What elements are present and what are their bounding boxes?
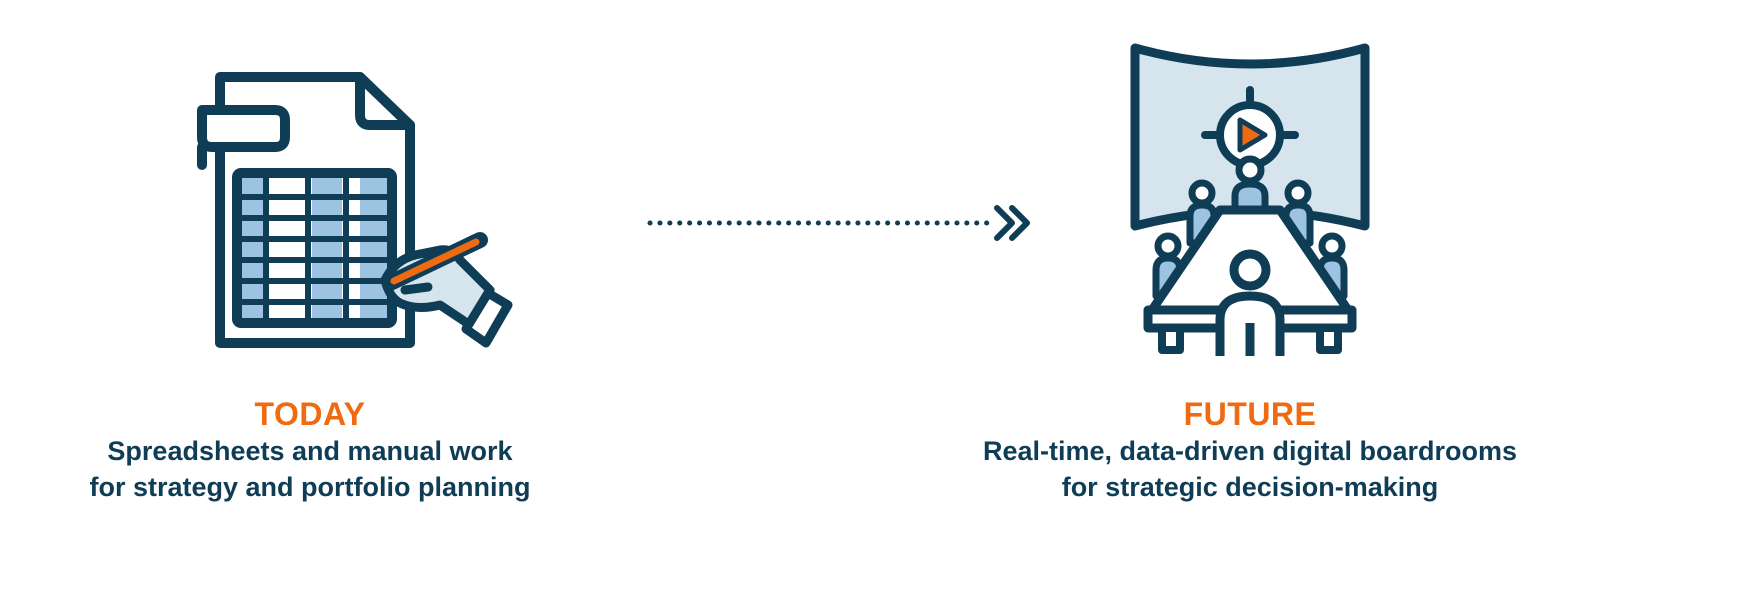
future-title: FUTURE xyxy=(1183,396,1317,432)
today-description-line-2: for strategy and portfolio planning xyxy=(89,472,531,502)
spreadsheet-with-hand-pencil-icon xyxy=(197,72,513,348)
future-caption: FUTURE Real-time, data-driven digital bo… xyxy=(930,395,1570,505)
digital-boardroom-icon xyxy=(1130,43,1370,356)
future-description-line-2: for strategic decision-making xyxy=(1061,472,1439,502)
today-title: TODAY xyxy=(254,396,366,432)
today-caption: TODAY Spreadsheets and manual work for s… xyxy=(40,395,580,505)
future-description-line-1: Real-time, data-driven digital boardroom… xyxy=(982,436,1518,466)
dotted-double-chevron-arrow-icon xyxy=(647,205,1030,241)
today-description-line-1: Spreadsheets and manual work xyxy=(107,436,513,466)
